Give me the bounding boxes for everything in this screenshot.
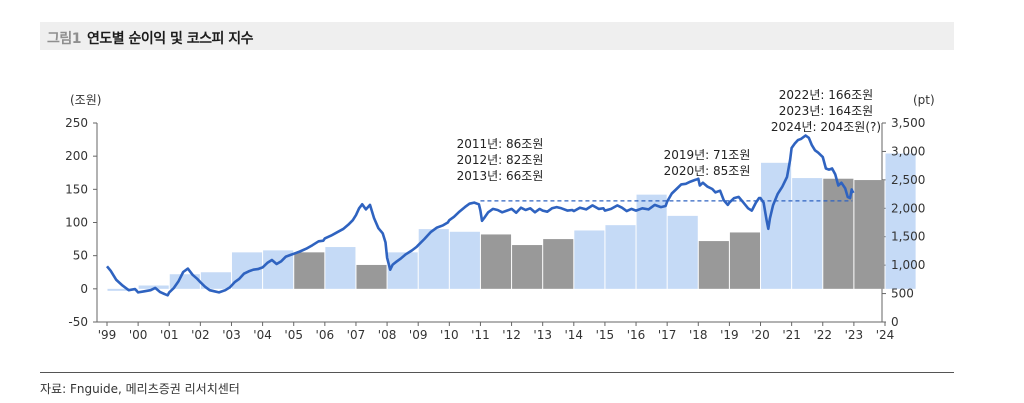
figure-label: 그림1 (47, 31, 82, 47)
x-tick-label: '12 (502, 328, 521, 342)
right-tick-label: 2,500 (891, 173, 925, 187)
right-tick-label: 2,000 (891, 201, 925, 215)
income-bar-2020 (761, 162, 792, 289)
income-bar-2014 (574, 230, 605, 289)
income-bar-2018 (698, 241, 729, 289)
title-bar (40, 22, 954, 50)
income-bar-2016 (636, 194, 667, 289)
income-bar-2009 (418, 229, 449, 289)
income-bar-2024 (885, 153, 916, 289)
kospi-line (105, 134, 855, 297)
income-bar-2011 (480, 234, 512, 289)
x-tick-label: '08 (378, 328, 397, 342)
bottom-rule (40, 372, 954, 373)
right-tick-label: 1,000 (891, 258, 925, 272)
bars-layer (107, 153, 916, 291)
x-tick-label: '20 (751, 328, 770, 342)
income-bar-2005 (294, 252, 325, 289)
x-tick-label: '10 (440, 328, 459, 342)
x-tick-label: '13 (533, 328, 552, 342)
income-bar-2023 (854, 180, 885, 289)
x-tick-label: '01 (160, 328, 179, 342)
right-tick-label: 3,000 (891, 144, 925, 158)
income-bar-2000 (138, 285, 169, 289)
x-tick-label: '03 (222, 328, 241, 342)
income-bar-2013 (543, 239, 574, 289)
right-tick-label: 0 (891, 315, 899, 329)
x-tick-label: '05 (284, 328, 303, 342)
x-tick-label: '04 (253, 328, 272, 342)
income-bar-2003 (231, 252, 263, 289)
income-bar-2021 (792, 178, 823, 289)
x-tick-label: '23 (845, 328, 864, 342)
x-tick-label: '17 (658, 328, 677, 342)
annotation-2019-2020-line: 2019년: 71조원 (664, 148, 751, 162)
income-bar-2017 (667, 215, 698, 289)
x-tick-label: '15 (596, 328, 615, 342)
left-tick-label: 0 (80, 282, 88, 296)
right-tick-label: 500 (891, 287, 914, 301)
income-bar-2007 (356, 264, 387, 289)
x-tick-label: '16 (627, 328, 646, 342)
x-tick-label: '07 (347, 328, 366, 342)
text-layer: 250200150100500-50(조원)3,5003,0002,5002,0… (65, 88, 935, 342)
annotation-2019-2020-line: 2020년: 85조원 (664, 164, 751, 178)
axis-layer (93, 122, 886, 326)
left-tick-label: 100 (65, 216, 88, 230)
annotation-2011-2013-line: 2013년: 66조원 (457, 169, 544, 183)
right-tick-label: 1,500 (891, 230, 925, 244)
income-bar-2022 (823, 178, 854, 289)
income-bar-2015 (605, 225, 636, 289)
x-tick-label: '22 (813, 328, 832, 342)
right-tick-label: 3,500 (891, 116, 925, 130)
income-bar-2002 (200, 272, 231, 289)
right-axis-unit: (pt) (913, 93, 935, 107)
x-tick-label: '24 (876, 328, 895, 342)
x-tick-label: '14 (565, 328, 584, 342)
x-tick-label: '19 (720, 328, 739, 342)
annotation-2011-2013-line: 2012년: 82조원 (457, 153, 544, 167)
left-tick-label: 50 (73, 249, 88, 263)
left-tick-label: -50 (68, 315, 88, 329)
left-tick-label: 200 (65, 149, 88, 163)
x-tick-label: '11 (471, 328, 490, 342)
left-tick-label: 250 (65, 116, 88, 130)
source-note: 자료: Fnguide, 메리츠증권 리서치센터 (40, 382, 240, 396)
annotation-2011-2013-line: 2011년: 86조원 (457, 137, 544, 151)
left-tick-label: 150 (65, 182, 88, 196)
x-tick-label: '21 (782, 328, 801, 342)
income-bar-2012 (512, 245, 543, 289)
left-axis-unit: (조원) (70, 93, 101, 107)
x-tick-label: '02 (191, 328, 210, 342)
x-tick-label: '18 (689, 328, 708, 342)
x-tick-label: '99 (98, 328, 117, 342)
annotation-2022-2024-line: 2022년: 166조원 (779, 88, 873, 102)
income-bar-1999 (107, 288, 138, 291)
x-tick-label: '00 (129, 328, 148, 342)
annotation-2022-2024-line: 2024년: 204조원(?) (771, 120, 881, 134)
line-layer (105, 134, 855, 297)
income-bar-2010 (449, 231, 480, 289)
annotation-2022-2024-line: 2023년: 164조원 (779, 104, 873, 118)
income-bar-2006 (325, 247, 356, 289)
x-tick-label: '06 (316, 328, 335, 342)
chart-title: 연도별 순이익 및 코스피 지수 (87, 31, 254, 47)
income-bar-2019 (729, 232, 761, 289)
x-tick-label: '09 (409, 328, 428, 342)
